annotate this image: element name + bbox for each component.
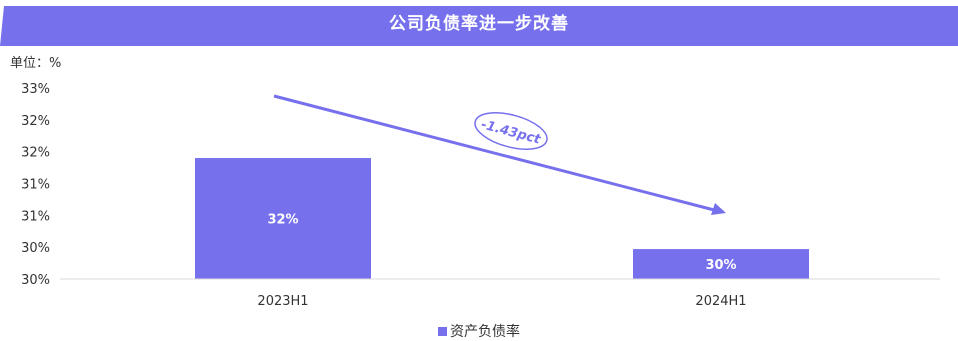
y-tick-label: 32% [21, 114, 50, 129]
y-tick-label: 31% [21, 209, 50, 224]
trend-arrow [273, 94, 719, 213]
annotation-ellipse [474, 112, 548, 150]
data-labels: 32% 30% [267, 213, 736, 274]
bars [195, 158, 809, 279]
x-tick-label: 2023H1 [257, 294, 308, 309]
bar-2023H1 [195, 158, 371, 279]
legend: 资产负债率 [0, 321, 958, 341]
y-tick-label: 30% [21, 241, 50, 256]
x-axis: 2023H1 2024H1 [257, 294, 746, 309]
y-tick-label: 30% [21, 273, 50, 288]
legend-label: 资产负债率 [450, 324, 520, 340]
y-tick-label: 32% [21, 146, 50, 161]
chart-title: 公司负债率进一步改善 [389, 14, 569, 34]
data-label: 30% [705, 258, 736, 273]
bar-2024H1 [633, 249, 809, 279]
unit-label: 单位：% [10, 56, 62, 71]
title-banner-shape [0, 6, 958, 46]
trend-arrowhead [711, 203, 726, 215]
data-label: 32% [267, 213, 298, 228]
y-axis: 33% 32% 32% 31% 31% 30% 30% [21, 82, 50, 288]
y-tick-label: 33% [21, 82, 50, 97]
y-tick-label: 31% [21, 178, 50, 193]
legend-swatch [438, 327, 447, 336]
x-tick-label: 2024H1 [695, 294, 746, 309]
title-banner [0, 0, 958, 46]
